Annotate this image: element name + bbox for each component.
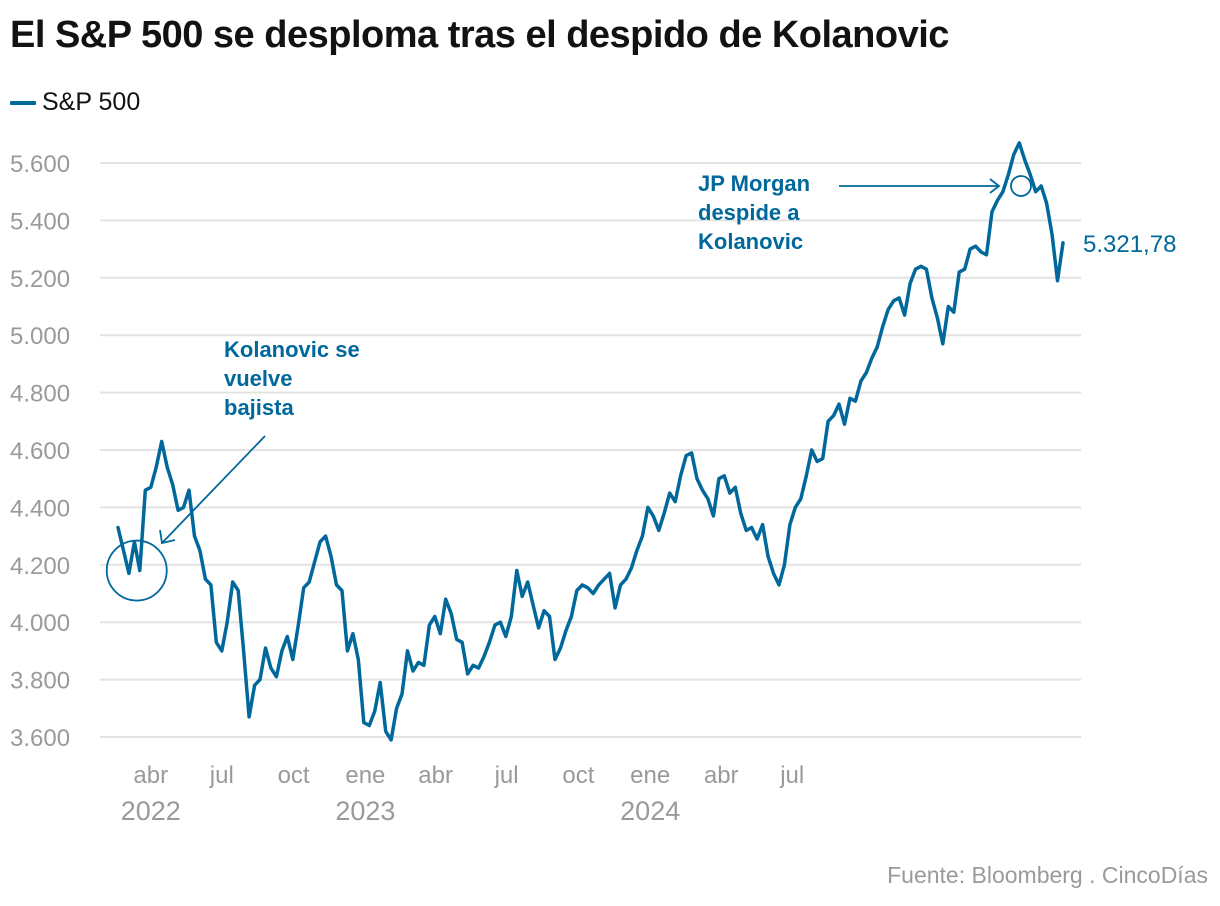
legend-label-sp500: S&P 500: [42, 88, 141, 116]
annotation-arrow-bearish: [161, 435, 266, 544]
x-tick-month: jul: [779, 762, 804, 789]
y-tick-label: 4.000: [10, 610, 70, 637]
annotation-text-bearish: vuelve: [224, 366, 293, 391]
legend: S&P 500: [10, 88, 140, 117]
y-tick-label: 4.400: [10, 495, 70, 522]
chart-title: El S&P 500 se desploma tras el despido d…: [10, 14, 949, 56]
x-tick-year: 2024: [620, 796, 680, 826]
series-layer: 5.321,78: [116, 141, 1176, 742]
annotation-text-bearish: Kolanovic se: [224, 337, 360, 362]
annotation-text-fired: Kolanovic: [698, 229, 803, 254]
annotation-text-fired: despide a: [698, 200, 800, 225]
end-value-label: 5.321,78: [1083, 231, 1176, 258]
y-tick-label: 4.800: [10, 381, 70, 408]
source-note: Fuente: Bloomberg . CincoDías: [887, 862, 1208, 888]
x-tick-month: ene: [630, 762, 670, 789]
y-tick-label: 3.800: [10, 668, 70, 695]
arrowhead-icon: [989, 178, 1001, 194]
gridlines: [100, 162, 1081, 738]
y-tick-label: 5.400: [10, 208, 70, 235]
legend-swatch-sp500: [10, 100, 36, 105]
y-tick-label: 5.600: [10, 151, 70, 178]
annotation-circle-fired: [1010, 175, 1032, 197]
annotations-layer: Kolanovic se vuelve bajista JP Morgan despid…: [105, 171, 1032, 602]
x-tick-month: oct: [278, 762, 310, 789]
annotation-circle-bearish: [105, 539, 168, 602]
series-line-sp500: [116, 141, 1065, 742]
x-tick-month: jul: [209, 762, 234, 789]
y-axis-ticks: 5.600 5.400 5.200 5.000 4.800 4.600 4.400 4.200…: [10, 151, 70, 752]
arrowhead-icon: [159, 529, 176, 545]
y-tick-label: 5.200: [10, 266, 70, 293]
x-tick-month: abr: [133, 762, 168, 789]
x-tick-month: abr: [704, 762, 739, 789]
x-tick-year: 2022: [121, 796, 181, 826]
annotation-text-fired: JP Morgan: [698, 171, 810, 196]
y-tick-label: 4.600: [10, 438, 70, 465]
x-tick-month: ene: [345, 762, 385, 789]
x-tick-month: oct: [562, 762, 594, 789]
x-tick-month: jul: [494, 762, 519, 789]
y-tick-label: 5.000: [10, 323, 70, 350]
annotation-text-bearish: bajista: [224, 395, 294, 420]
x-tick-year: 2023: [335, 796, 395, 826]
x-tick-month: abr: [418, 762, 453, 789]
x-axis-ticks: abr 2022 jul oct ene 2023 abr jul oct ene 2024 abr j…: [121, 762, 804, 826]
y-tick-label: 4.200: [10, 553, 70, 580]
y-tick-label: 3.600: [10, 725, 70, 752]
